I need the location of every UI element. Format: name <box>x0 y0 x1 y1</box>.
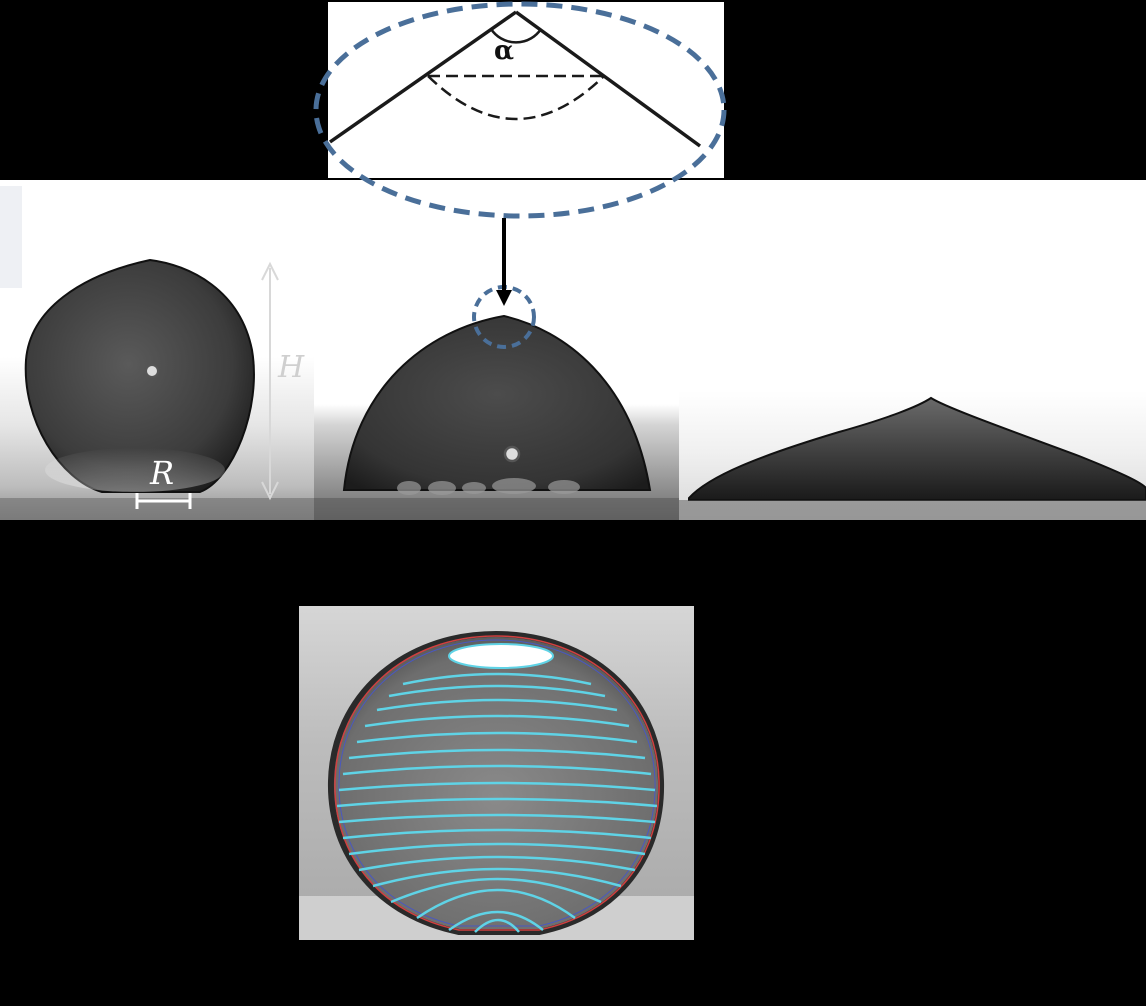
reflection-dot <box>145 364 159 378</box>
reflection-dot-middle <box>503 445 521 463</box>
angle-alpha-label: α <box>494 36 515 66</box>
radius-label: R <box>150 454 175 492</box>
dashed-cap <box>427 75 605 121</box>
frozen-drop-right <box>688 396 1146 501</box>
height-label: H <box>278 350 305 385</box>
inset-edge-strip <box>0 186 22 288</box>
drop-photo-left: H R <box>0 180 314 520</box>
drop-photo-middle <box>314 180 679 520</box>
cone-drop-shape <box>679 396 1146 520</box>
pointed-drop-shape <box>0 258 314 520</box>
drop-photo-right <box>679 180 1146 520</box>
fitted-contour <box>334 635 660 931</box>
frozen-drop-left <box>24 258 255 493</box>
flow-photo <box>299 606 694 940</box>
tip-angle-schematic <box>328 10 702 148</box>
top-reflection <box>448 643 554 669</box>
cone-right-edge <box>514 10 702 148</box>
streamlines <box>336 672 658 933</box>
tip-angle-inset: α <box>328 2 724 178</box>
frozen-drop-middle <box>342 314 652 491</box>
tip-drop-shape <box>314 285 679 520</box>
streamline-overlay <box>299 630 694 940</box>
